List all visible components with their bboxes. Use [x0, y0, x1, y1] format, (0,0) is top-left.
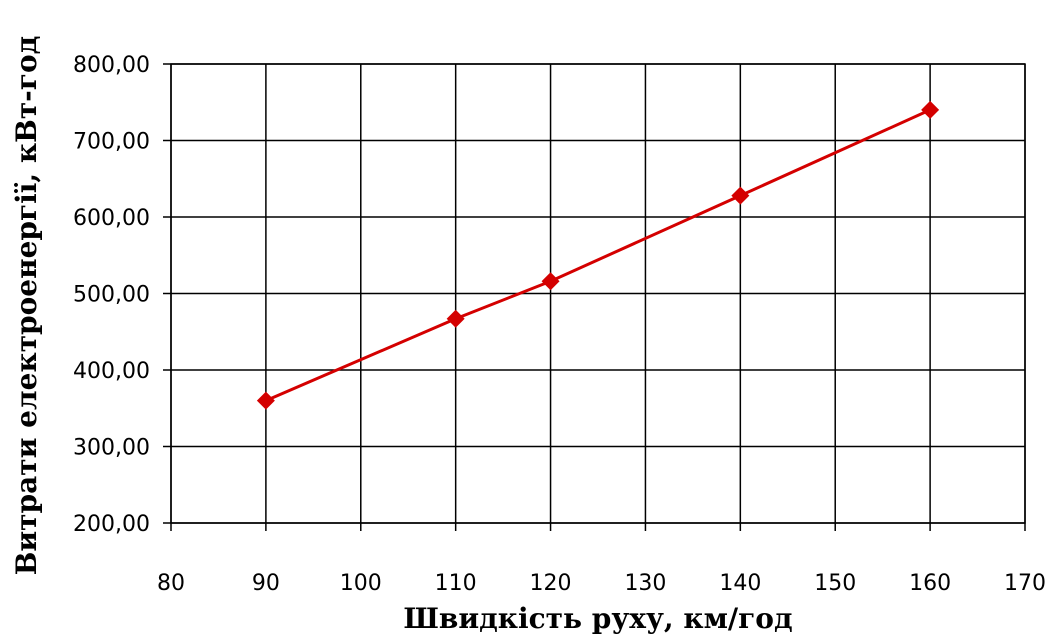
- y-tick-label: 700,00: [73, 130, 150, 155]
- y-axis-label: Витрати електроенергії, кВт-год: [10, 36, 43, 576]
- data-point-marker: [541, 272, 560, 291]
- data-point-marker: [731, 186, 750, 205]
- x-tick-label: 90: [252, 571, 280, 596]
- data-point-marker: [256, 391, 275, 410]
- y-tick-label: 500,00: [73, 283, 150, 308]
- x-tick-label: 110: [435, 571, 477, 596]
- x-tick-label: 80: [157, 571, 185, 596]
- x-tick-label: 160: [909, 571, 951, 596]
- y-tick-label: 800,00: [73, 53, 150, 78]
- data-point-marker: [446, 309, 465, 328]
- plot-frame: [170, 63, 1026, 524]
- x-tick-label: 140: [719, 571, 761, 596]
- x-tick-label: 130: [624, 571, 666, 596]
- x-tick-label: 100: [340, 571, 382, 596]
- data-point-marker: [921, 100, 940, 119]
- y-tick-label: 400,00: [73, 359, 150, 384]
- series-layer: [256, 100, 940, 410]
- y-tick-label: 200,00: [73, 512, 150, 537]
- x-axis-label: Швидкість руху, км/год: [403, 602, 792, 635]
- y-tick-label: 300,00: [73, 436, 150, 461]
- series-line: [265, 108, 931, 402]
- x-tick-label: 120: [530, 571, 572, 596]
- tick-labels: 80 90 100 110 120 130 140 150 160 170 200,00 300,00…: [73, 53, 1046, 596]
- grid-lines: [163, 63, 1026, 531]
- x-tick-label: 150: [814, 571, 856, 596]
- y-tick-label: 600,00: [73, 206, 150, 231]
- x-tick-label: 170: [1004, 571, 1046, 596]
